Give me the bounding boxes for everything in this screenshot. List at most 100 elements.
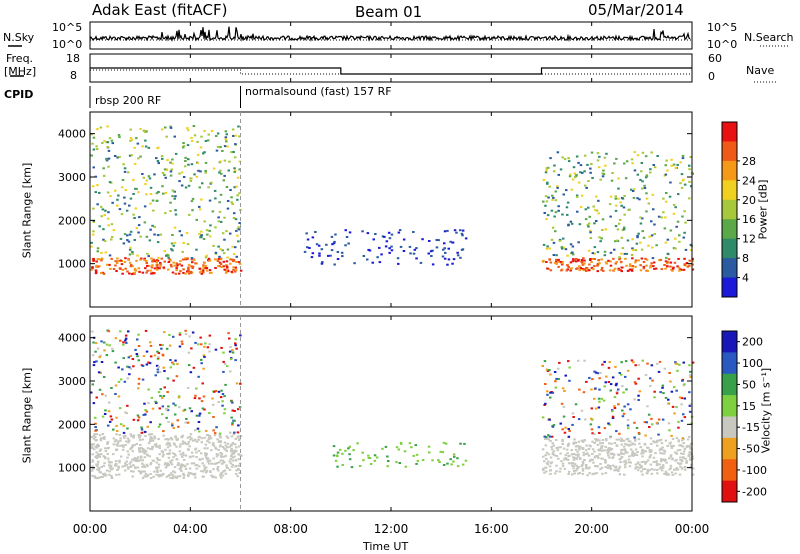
heatmap-cell [544, 383, 547, 385]
heatmap-cell [421, 238, 424, 241]
heatmap-cell [216, 466, 220, 468]
heatmap-cell [330, 235, 334, 238]
heatmap-cell [124, 267, 127, 270]
heatmap-cell [672, 444, 675, 447]
heatmap-cell [645, 192, 648, 195]
heatmap-cell [171, 189, 174, 192]
heatmap-cell [461, 463, 465, 466]
heatmap-cell [657, 418, 661, 421]
heatmap-cell [599, 178, 602, 181]
heatmap-cell [557, 457, 560, 460]
heatmap-cell [110, 475, 113, 477]
heatmap-cell [159, 388, 162, 391]
heatmap-cell [156, 160, 160, 162]
heatmap-cell [210, 130, 214, 132]
heatmap-cell [167, 261, 171, 263]
heatmap-cell [181, 258, 185, 261]
heatmap-cell [657, 433, 660, 436]
heatmap-cell [589, 171, 592, 174]
heatmap-cell [210, 462, 214, 465]
heatmap-cell [228, 160, 231, 163]
heatmap-cell [567, 157, 570, 160]
heatmap-cell [587, 447, 591, 450]
heatmap-cell [554, 230, 557, 233]
heatmap-cell [546, 267, 549, 270]
heatmap-cell [649, 171, 652, 174]
heatmap-cell [617, 197, 620, 200]
heatmap-cell [625, 264, 628, 267]
heatmap-cell [233, 410, 236, 412]
heatmap-cell [456, 457, 459, 460]
heatmap-cell [156, 259, 160, 262]
heatmap-cell [415, 257, 418, 260]
heatmap-cell [661, 452, 664, 455]
heatmap-cell [641, 217, 644, 220]
heatmap-cell [464, 459, 468, 462]
heatmap-cell [636, 234, 639, 237]
heatmap-cell [236, 198, 239, 201]
heatmap-cell [652, 460, 655, 463]
heatmap-cell [186, 448, 190, 451]
heatmap-cell [233, 169, 237, 172]
heatmap-cell [627, 208, 630, 211]
heatmap-cell [545, 436, 548, 439]
heatmap-cell [109, 267, 112, 270]
heatmap-cell [647, 413, 651, 416]
heatmap-cell [208, 229, 211, 232]
heatmap-cell [116, 156, 119, 159]
heatmap-cell [92, 434, 96, 437]
heatmap-cell [589, 229, 592, 232]
heatmap-cell [555, 262, 558, 265]
heatmap-cell [682, 450, 686, 453]
heatmap-cell [581, 263, 585, 266]
heatmap-cell [94, 191, 97, 194]
heatmap-cell [224, 472, 227, 475]
heatmap-cell [348, 231, 352, 234]
heatmap-cell [193, 134, 197, 137]
heatmap-cell [224, 130, 228, 133]
heatmap-cell [141, 271, 145, 274]
heatmap-cell [148, 239, 152, 242]
heatmap-cell [614, 240, 617, 243]
heatmap-cell [212, 403, 215, 406]
heatmap-cell [168, 443, 171, 446]
heatmap-cell [143, 470, 146, 473]
heatmap-cell [238, 439, 241, 442]
heatmap-cell [598, 262, 601, 265]
heatmap-cell [404, 465, 408, 468]
heatmap-cell [679, 465, 682, 468]
heatmap-cell [158, 423, 162, 426]
heatmap-cell [208, 459, 212, 462]
heatmap-cell [584, 218, 588, 221]
heatmap-cell [192, 258, 196, 261]
heatmap-cell [106, 447, 109, 450]
heatmap-cell [381, 447, 384, 450]
heatmap-cell [172, 427, 175, 429]
heatmap-cell [105, 343, 109, 346]
heatmap-cell [629, 188, 633, 191]
heatmap-cell [135, 227, 139, 230]
heatmap-cell [90, 245, 93, 248]
heatmap-cell [100, 453, 103, 456]
heatmap-cell [669, 181, 672, 184]
heatmap-cell [439, 450, 442, 453]
heatmap-cell [175, 267, 178, 270]
heatmap-cell [174, 209, 177, 212]
heatmap-cell [621, 197, 625, 200]
colorbar-swatch [722, 141, 737, 162]
heatmap-cell [633, 188, 636, 191]
heatmap-cell [142, 355, 146, 358]
heatmap-cell [130, 470, 133, 473]
heatmap-cell [167, 456, 171, 459]
heatmap-cell [174, 454, 177, 457]
heatmap-cell [637, 438, 641, 441]
heatmap-cell [99, 371, 102, 374]
heatmap-cell [188, 213, 191, 216]
heatmap-cell [597, 212, 600, 215]
heatmap-cell [550, 445, 553, 448]
heatmap-cell [120, 263, 124, 266]
heatmap-cell [153, 443, 157, 446]
heatmap-cell [129, 265, 133, 268]
heatmap-cell [564, 374, 567, 377]
heatmap-cell [587, 454, 591, 457]
